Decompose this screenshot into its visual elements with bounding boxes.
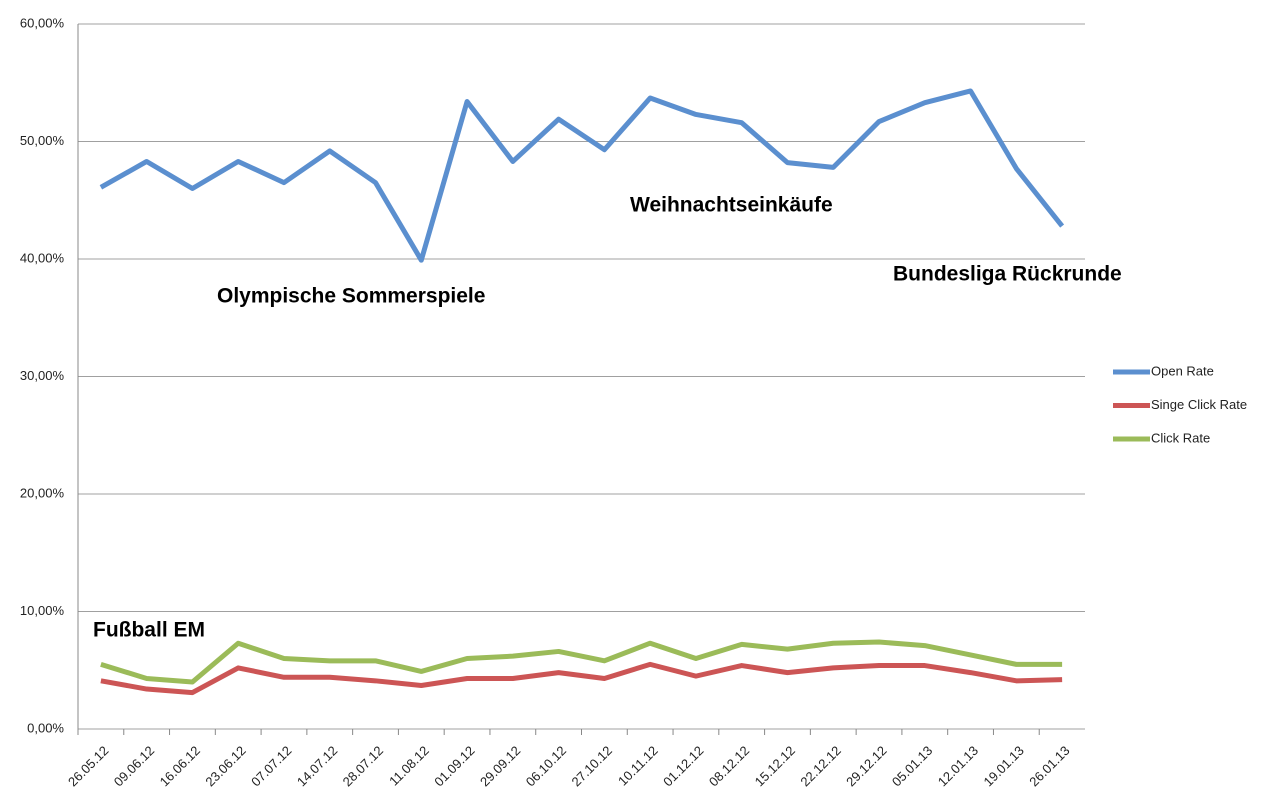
- annotation: Olympische Sommerspiele: [217, 285, 485, 308]
- y-tick-label: 30,00%: [20, 368, 65, 383]
- x-tick-label: 06.10.12: [523, 743, 569, 789]
- x-tick-label: 08.12.12: [706, 743, 752, 789]
- x-tick-label: 26.01.13: [1026, 743, 1072, 789]
- x-tick-label: 23.06.12: [202, 743, 248, 789]
- x-tick-label: 09.06.12: [111, 743, 157, 789]
- x-tick-label: 14.07.12: [294, 743, 340, 789]
- x-tick-label: 29.09.12: [477, 743, 523, 789]
- x-tick-label: 26.05.12: [65, 743, 111, 789]
- legend-label: Singe Click Rate: [1151, 397, 1247, 412]
- legend-label: Click Rate: [1151, 430, 1210, 445]
- y-tick-label: 60,00%: [20, 15, 65, 30]
- x-tick-label: 22.12.12: [797, 743, 843, 789]
- annotation: Fußball EM: [93, 619, 205, 642]
- legend-label: Open Rate: [1151, 363, 1214, 378]
- series-line: [100, 639, 1063, 685]
- x-tick-label: 27.10.12: [569, 743, 615, 789]
- x-tick-label: 11.08.12: [386, 743, 432, 789]
- x-tick-label: 07.07.12: [248, 743, 294, 789]
- annotation: Weihnachtseinkäufe: [630, 194, 833, 217]
- x-tick-label: 05.01.13: [889, 743, 935, 789]
- x-tick-label: 29.12.12: [843, 743, 889, 789]
- x-tick-label: 19.01.13: [981, 743, 1027, 789]
- x-tick-label: 01.09.12: [431, 743, 477, 789]
- series-line: [99, 88, 1065, 263]
- y-tick-label: 50,00%: [20, 133, 65, 148]
- x-tick-label: 15.12.12: [752, 743, 798, 789]
- y-tick-label: 40,00%: [20, 250, 65, 265]
- x-tick-label: 16.06.12: [157, 743, 203, 789]
- x-tick-label: 12.01.13: [935, 743, 981, 789]
- y-tick-label: 10,00%: [20, 603, 65, 618]
- x-tick-label: 28.07.12: [340, 743, 386, 789]
- x-tick-label: 01.12.12: [660, 743, 706, 789]
- y-tick-label: 20,00%: [20, 485, 65, 500]
- series-line: [100, 661, 1063, 696]
- x-tick-label: 10.11.12: [615, 743, 661, 789]
- annotation: Bundesliga Rückrunde: [893, 263, 1122, 286]
- y-tick-label: 0,00%: [27, 720, 64, 735]
